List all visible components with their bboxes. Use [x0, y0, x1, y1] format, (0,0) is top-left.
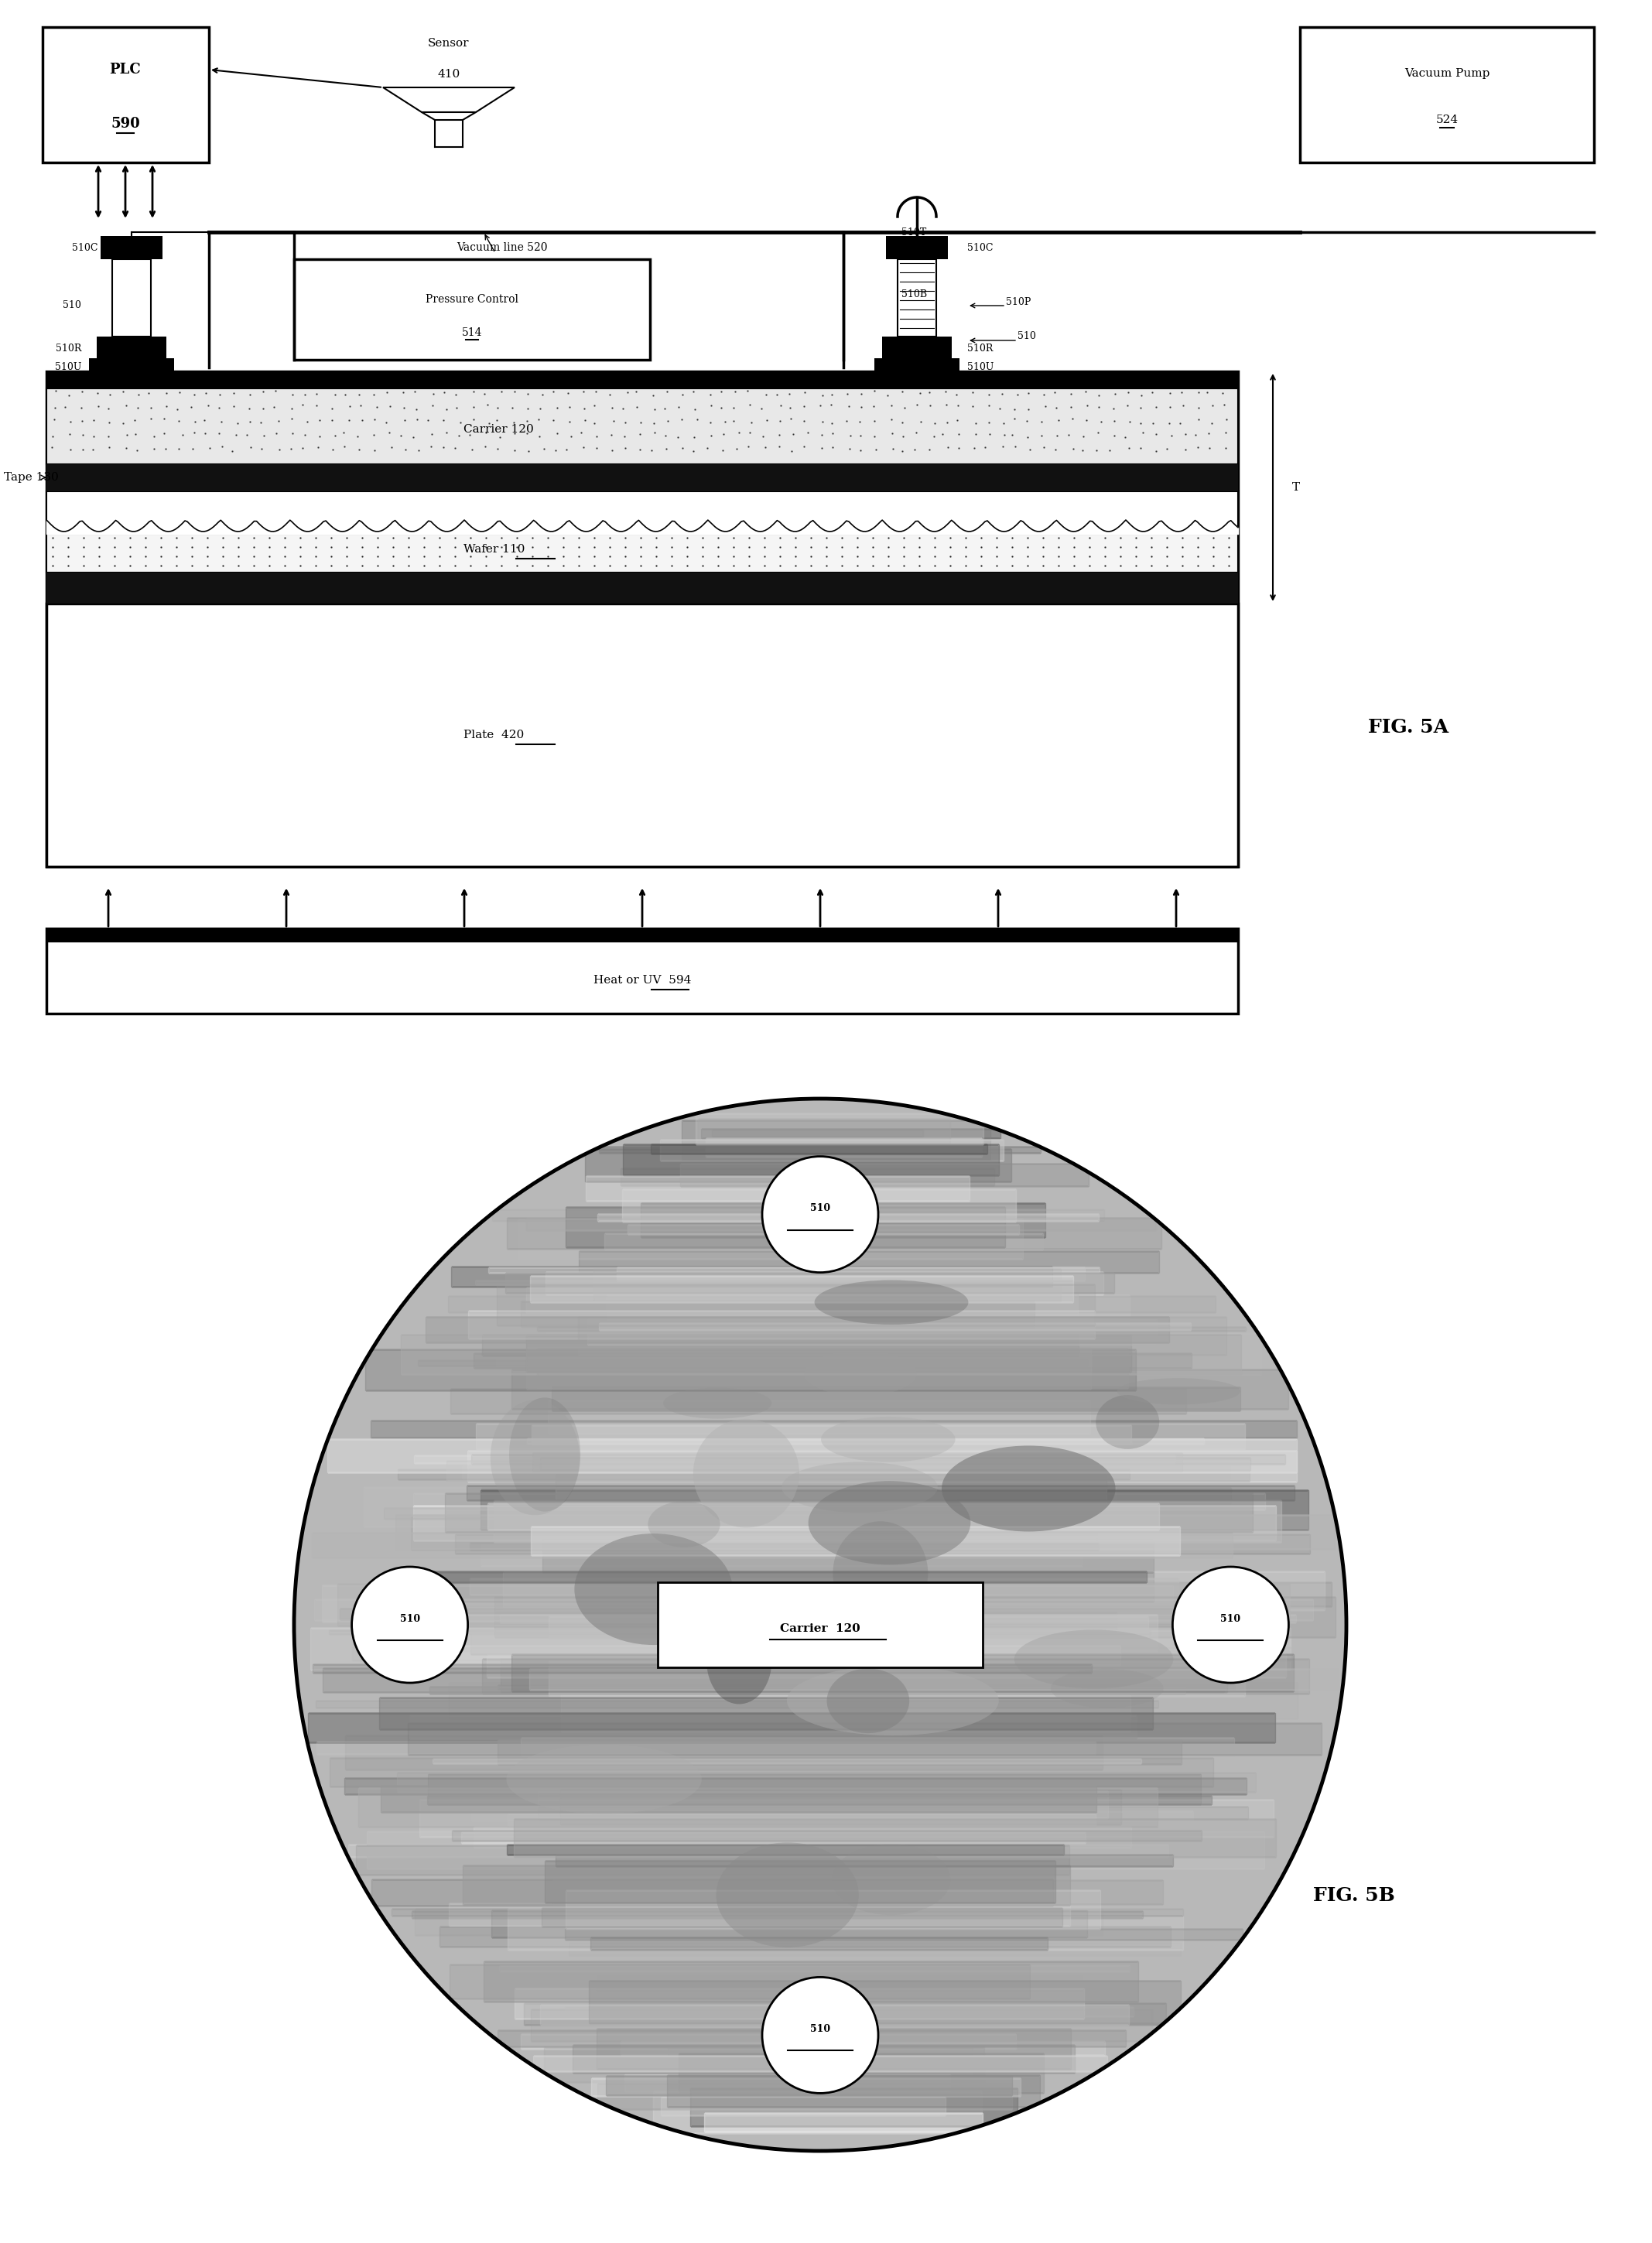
Ellipse shape: [805, 1350, 917, 1395]
Text: 510T: 510T: [902, 227, 927, 238]
Ellipse shape: [575, 1534, 732, 1644]
Text: PLC: PLC: [109, 63, 140, 76]
Text: 510: 510: [400, 1613, 420, 1624]
Ellipse shape: [1117, 1377, 1241, 1404]
Text: 410: 410: [438, 70, 461, 81]
Bar: [294, 260, 649, 359]
Text: 510C: 510C: [966, 242, 993, 253]
Text: Pressure Control: Pressure Control: [426, 294, 519, 305]
Ellipse shape: [507, 1745, 702, 1815]
Text: Vacuum line 520: Vacuum line 520: [456, 242, 547, 253]
Bar: [89, 359, 173, 375]
Bar: [46, 929, 1237, 942]
Text: 510B: 510B: [902, 289, 927, 298]
Ellipse shape: [786, 1667, 999, 1736]
Text: 590: 590: [111, 117, 140, 130]
Bar: [46, 929, 1237, 1014]
Bar: [46, 572, 1237, 603]
Bar: [46, 372, 1237, 388]
Text: Plate  420: Plate 420: [464, 729, 524, 740]
Ellipse shape: [648, 1501, 720, 1548]
Bar: [46, 534, 1237, 572]
Text: 514: 514: [463, 327, 482, 339]
Ellipse shape: [942, 1447, 1115, 1532]
Ellipse shape: [833, 1844, 950, 1916]
Text: 510: 510: [809, 2023, 831, 2034]
Bar: [43, 27, 208, 161]
Ellipse shape: [808, 1480, 971, 1566]
Bar: [46, 464, 1237, 491]
Ellipse shape: [662, 1388, 771, 1418]
Text: Heat or UV  594: Heat or UV 594: [593, 976, 691, 985]
Circle shape: [762, 1157, 879, 1272]
Text: FIG. 5B: FIG. 5B: [1313, 1886, 1394, 1904]
Bar: [101, 236, 162, 260]
Text: 510R: 510R: [966, 343, 993, 352]
Text: 510: 510: [1018, 332, 1036, 341]
Text: 510U: 510U: [966, 363, 995, 372]
Circle shape: [352, 1568, 468, 1682]
Bar: [874, 359, 960, 375]
Ellipse shape: [814, 1281, 968, 1326]
Bar: [46, 603, 1237, 866]
Text: 524: 524: [1436, 114, 1459, 126]
Ellipse shape: [509, 1397, 580, 1512]
Bar: [112, 260, 150, 336]
Ellipse shape: [1014, 1631, 1173, 1689]
Bar: [97, 336, 167, 359]
Ellipse shape: [833, 1521, 928, 1626]
Circle shape: [294, 1099, 1346, 2151]
Text: 510P: 510P: [1006, 296, 1031, 307]
Ellipse shape: [1051, 1669, 1163, 1707]
Text: Sensor: Sensor: [428, 38, 469, 49]
Ellipse shape: [707, 1617, 771, 1705]
Text: Carrier  120: Carrier 120: [780, 1624, 861, 1635]
Ellipse shape: [821, 1418, 955, 1462]
Bar: [46, 372, 1237, 866]
Bar: [46, 491, 1237, 534]
Bar: [1300, 27, 1594, 161]
Bar: [657, 1581, 983, 1667]
Ellipse shape: [781, 1462, 938, 1512]
Text: 510: 510: [1221, 1613, 1241, 1624]
Text: T: T: [1292, 482, 1300, 493]
Text: 510C: 510C: [73, 242, 97, 253]
Text: Vacuum Pump: Vacuum Pump: [1404, 67, 1490, 79]
Circle shape: [1173, 1568, 1289, 1682]
Polygon shape: [421, 112, 476, 119]
Text: Tape 130: Tape 130: [3, 471, 58, 482]
Ellipse shape: [715, 1842, 859, 1947]
Bar: [882, 336, 952, 359]
Text: 510: 510: [63, 301, 81, 310]
Bar: [885, 236, 948, 260]
Text: FIG. 5A: FIG. 5A: [1368, 718, 1449, 736]
Text: Wafer 110: Wafer 110: [464, 543, 525, 554]
Ellipse shape: [491, 1400, 580, 1516]
Bar: [46, 388, 1237, 464]
Text: 510U: 510U: [55, 363, 81, 372]
Circle shape: [762, 1976, 879, 2093]
Ellipse shape: [1095, 1395, 1160, 1449]
Text: 510: 510: [809, 1202, 831, 1213]
Text: 510R: 510R: [56, 343, 81, 352]
Ellipse shape: [694, 1420, 800, 1527]
Ellipse shape: [826, 1669, 909, 1734]
Polygon shape: [383, 87, 514, 112]
Bar: [897, 260, 937, 336]
Text: Carrier 120: Carrier 120: [464, 424, 534, 435]
